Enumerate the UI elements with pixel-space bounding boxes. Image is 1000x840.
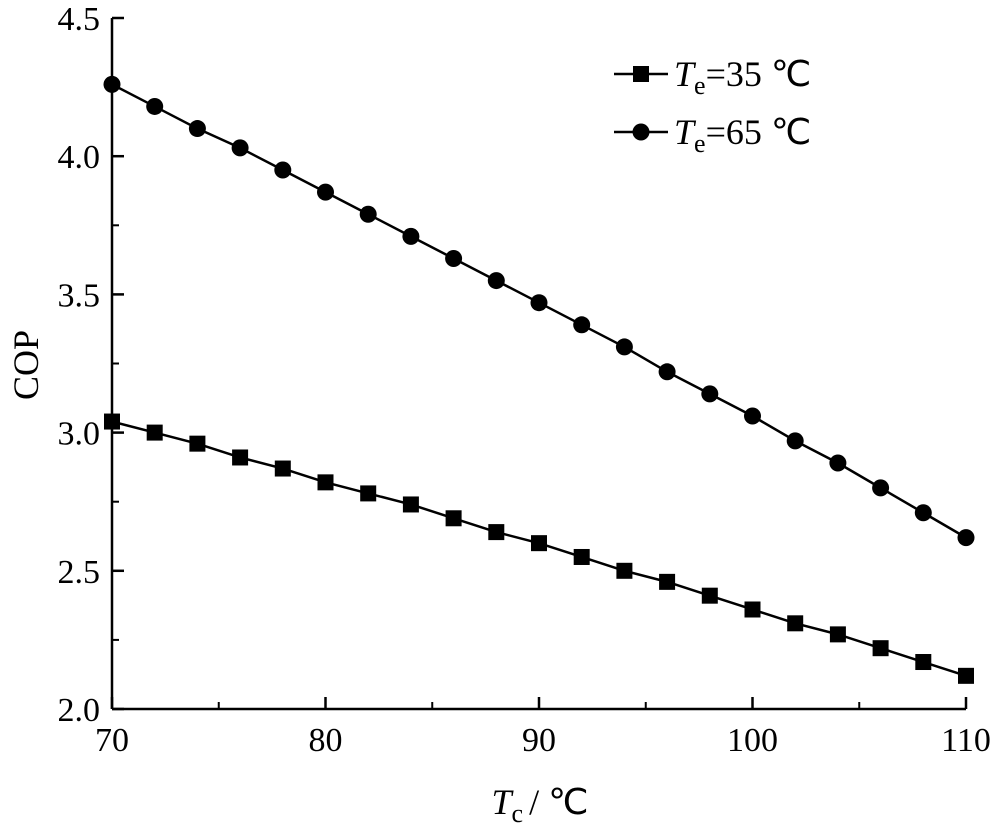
series-2-point (573, 316, 591, 334)
series-1-point (189, 435, 206, 452)
series-2-point (530, 294, 548, 312)
series-2-point (146, 97, 164, 115)
legend-entry-2: Te=65 ℃ (614, 112, 811, 158)
series-1-point (445, 510, 462, 527)
series-1-point (531, 535, 547, 552)
series-2-point (914, 504, 932, 522)
legend-marker (632, 123, 650, 141)
y-tick-label: 4.0 (58, 139, 101, 176)
legend-entry-1: Te=35 ℃ (614, 54, 811, 100)
series-1-point (915, 654, 932, 671)
x-tick-label: 90 (522, 722, 556, 759)
series-2-point (872, 479, 890, 497)
series-1-point (872, 640, 889, 657)
legend: Te=35 ℃Te=65 ℃ (614, 54, 811, 158)
series-1-point (488, 524, 505, 541)
series-2-point (658, 363, 676, 381)
series-1-point (659, 573, 676, 590)
x-tick-label: 80 (309, 722, 343, 759)
series-2-point (188, 120, 206, 138)
y-tick-label: 2.5 (58, 554, 101, 591)
series-2-point (487, 272, 505, 290)
series-2-point (359, 205, 377, 223)
series-1-point (744, 601, 761, 618)
y-tick-label: 3.0 (58, 416, 101, 453)
series-1-point (616, 562, 633, 579)
series-1-point (104, 413, 120, 430)
legend-symbol: T (674, 54, 697, 94)
series-1-point (787, 615, 804, 632)
legend-label: Te=65 ℃ (674, 112, 811, 158)
x-axis-title-subscript: c (512, 799, 524, 828)
series-2-point (317, 183, 334, 201)
series-1 (104, 413, 974, 684)
series-1-point (317, 474, 334, 491)
y-tick-label: 2.0 (58, 692, 101, 729)
y-tick-label: 4.5 (58, 1, 101, 38)
series-1-point (146, 424, 163, 441)
legend-subscript: e (694, 71, 706, 100)
series-1-point (958, 667, 974, 684)
legend-marker (633, 66, 649, 82)
series-2-point (829, 454, 847, 472)
series-1-point (573, 548, 590, 565)
series-2 (103, 75, 975, 547)
x-tick-label: 110 (941, 722, 991, 759)
series-1-point (701, 587, 718, 604)
series-1-point (360, 485, 377, 502)
legend-symbol: T (674, 112, 697, 152)
series-2-point (231, 139, 249, 157)
axis-titles: COP Tc / ℃ (6, 330, 589, 828)
series-2-point (957, 529, 975, 547)
series-2-point (103, 75, 121, 93)
legend-subscript: e (694, 129, 706, 158)
ticks: 2.0 2.5 3.0 3.5 4.0 4.5 70 80 90 100 110 (58, 1, 991, 759)
series-1-point (232, 449, 249, 466)
series-2-point (701, 385, 719, 403)
series-1-point (402, 496, 419, 513)
series-2-point (402, 227, 420, 245)
x-tick-label: 70 (95, 722, 129, 759)
x-axis-title: Tc / ℃ (491, 782, 588, 828)
series-2-point (615, 338, 633, 356)
legend-label: Te=35 ℃ (674, 54, 811, 100)
y-tick-label: 3.5 (58, 277, 101, 314)
series-2-point (744, 407, 761, 425)
series-1-point (829, 626, 846, 643)
series-2-point (274, 161, 292, 179)
x-tick-label: 100 (727, 722, 778, 759)
legend-value: =35 ℃ (706, 54, 812, 94)
series-2-point (786, 432, 804, 450)
x-axis-title-symbol: T (491, 782, 514, 822)
axes (110, 18, 966, 711)
series (103, 75, 975, 684)
legend-value: =65 ℃ (706, 112, 812, 152)
x-axis-title-unit: / ℃ (529, 782, 588, 822)
series-2-point (445, 249, 463, 267)
y-axis-title: COP (6, 330, 46, 400)
series-1-point (274, 460, 291, 477)
